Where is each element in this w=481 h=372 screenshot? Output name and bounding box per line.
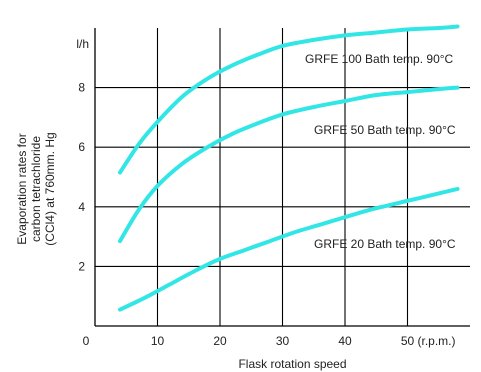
- x-tick-label-0: 10: [151, 334, 165, 348]
- series-line-0: [118, 24, 460, 175]
- y-tick-label-1: 4: [78, 200, 85, 214]
- x-unit-label: (r.p.m.): [418, 334, 456, 348]
- grid: [95, 28, 470, 326]
- x-tick-label-1: 20: [213, 334, 227, 348]
- y-axis-title: Evaporation rates for carbon tetrachlorid…: [15, 132, 57, 245]
- series-label-1: GRFE 50 Bath temp. 90°C: [314, 123, 456, 137]
- series-line-1: [118, 85, 460, 244]
- series-label-0: GRFE 100 Bath temp. 90°C: [305, 52, 454, 66]
- series-label-2: GRFE 20 Bath temp. 90°C: [314, 237, 456, 251]
- x-tick-label-2: 30: [276, 334, 290, 348]
- y-axis-title-line-2: (CCl4) at 760mm. Hg: [43, 132, 57, 245]
- y-tick-label-2: 6: [78, 140, 85, 154]
- y-tick-label-3: 8: [78, 81, 85, 95]
- labels: 10 20 30 40 50 (r.p.m.) 0 2 4 6 8 l/h Flask rotation…: [15, 37, 456, 371]
- y-tick-label-0: 2: [78, 259, 85, 273]
- series-lines: [118, 24, 460, 312]
- axes: [94, 28, 470, 327]
- origin-label: 0: [83, 334, 90, 348]
- x-tick-label-4: 50: [401, 334, 415, 348]
- y-unit-label: l/h: [76, 37, 89, 51]
- x-axis-title: Flask rotation speed: [238, 357, 346, 371]
- series-line-2: [118, 186, 460, 312]
- y-axis-title-line-0: Evaporation rates for: [15, 133, 29, 244]
- y-axis-title-line-1: carbon tetrachloride: [29, 136, 43, 242]
- x-tick-label-3: 40: [338, 334, 352, 348]
